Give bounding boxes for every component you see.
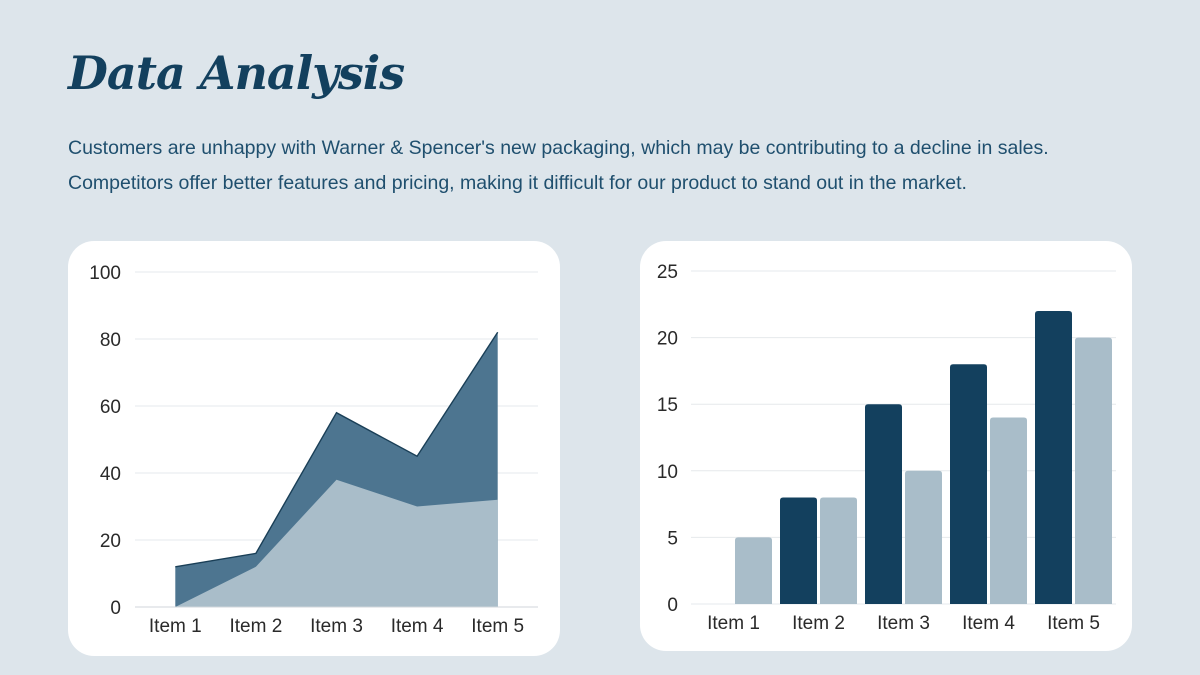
x-tick-label: Item 5 (471, 616, 524, 637)
x-tick-label: Item 4 (962, 613, 1015, 634)
area-series-2 (175, 479, 498, 607)
bar-series-1-item-4 (950, 364, 987, 604)
x-tick-label: Item 3 (310, 616, 363, 637)
x-tick-label: Item 1 (149, 616, 202, 637)
x-tick-label: Item 5 (1047, 613, 1100, 634)
x-tick-label: Item 3 (877, 613, 930, 634)
description: Customers are unhappy with Warner & Spen… (68, 131, 1178, 201)
bar-chart: 0 5 10 15 20 25 Item 1 Item 2 Item 3 Item 4 Item 5 (657, 262, 1116, 634)
bar-series-1-item-5 (1035, 310, 1072, 604)
bar-series-2-item-2 (820, 497, 857, 604)
area-chart: 0 20 40 60 80 100 Item 1 Item 2 Item 3 Item 4 Item… (89, 263, 538, 637)
y-tick-label: 10 (657, 462, 678, 483)
bar-series-2-item-1 (735, 537, 772, 604)
area-chart-card: 0 20 40 60 80 100 Item 1 Item 2 Item 3 Item 4 Item… (68, 241, 560, 656)
y-tick-label: 40 (100, 464, 121, 485)
bar-chart-card: 0 5 10 15 20 25 Item 1 Item 2 Item 3 Item 4 Item 5 (640, 241, 1132, 651)
y-tick-label: 20 (657, 329, 678, 350)
page-title: Data Analysis (68, 46, 405, 100)
x-tick-label: Item 2 (792, 613, 845, 634)
y-tick-label: 15 (657, 395, 678, 416)
y-tick-label: 5 (667, 528, 678, 549)
x-tick-label: Item 4 (391, 616, 444, 637)
bar-series-1-item-3 (865, 404, 902, 604)
area-series-1-line (175, 331, 499, 568)
y-tick-label: 100 (89, 263, 121, 284)
bar-series-2-item-4 (990, 417, 1027, 604)
description-line-2: Competitors offer better features and pr… (68, 172, 967, 194)
y-tick-label: 60 (100, 397, 121, 418)
y-tick-label: 20 (100, 531, 121, 552)
bar-series-2-item-3 (905, 470, 942, 604)
x-tick-label: Item 1 (707, 613, 760, 634)
bar-series-1-item-2 (780, 497, 817, 604)
y-tick-label: 0 (110, 598, 121, 619)
y-tick-label: 25 (657, 262, 678, 283)
description-line-1: Customers are unhappy with Warner & Spen… (68, 137, 1049, 159)
y-tick-label: 80 (100, 330, 121, 351)
bar-series-2-item-5 (1075, 337, 1112, 604)
y-tick-label: 0 (667, 595, 678, 616)
x-tick-label: Item 2 (229, 616, 282, 637)
